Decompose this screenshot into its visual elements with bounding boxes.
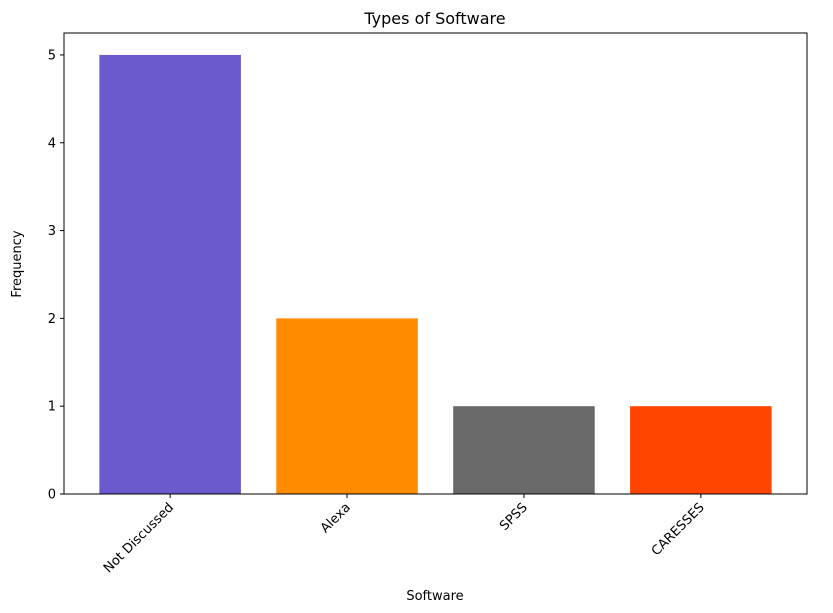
y-tick-label: 2 [48,312,56,327]
y-axis-ticks: 0 1 2 3 4 5 [48,48,64,503]
x-axis-label: Software [406,589,463,604]
x-tick-label: Alexa [318,500,354,536]
bars-layer [99,54,772,494]
y-tick-label: 5 [48,48,56,63]
bar-not-discussed [99,54,241,494]
x-tick-label: CARESSES [649,500,708,559]
y-tick-label: 3 [48,224,56,239]
y-tick-label: 4 [48,136,56,151]
bar-caresses [630,406,772,494]
chart-title: Types of Software [363,9,505,28]
x-tick-label: SPSS [497,500,531,534]
x-axis-ticks: Not Discussed Alexa SPSS CARESSES [101,494,708,576]
y-axis-label: Frequency [10,230,25,297]
bar-alexa [276,318,418,494]
bar-spss [453,406,595,494]
x-tick-label: Not Discussed [101,500,177,576]
plot-frame [63,32,808,495]
y-tick-label: 0 [48,488,56,503]
y-tick-label: 1 [48,400,56,415]
